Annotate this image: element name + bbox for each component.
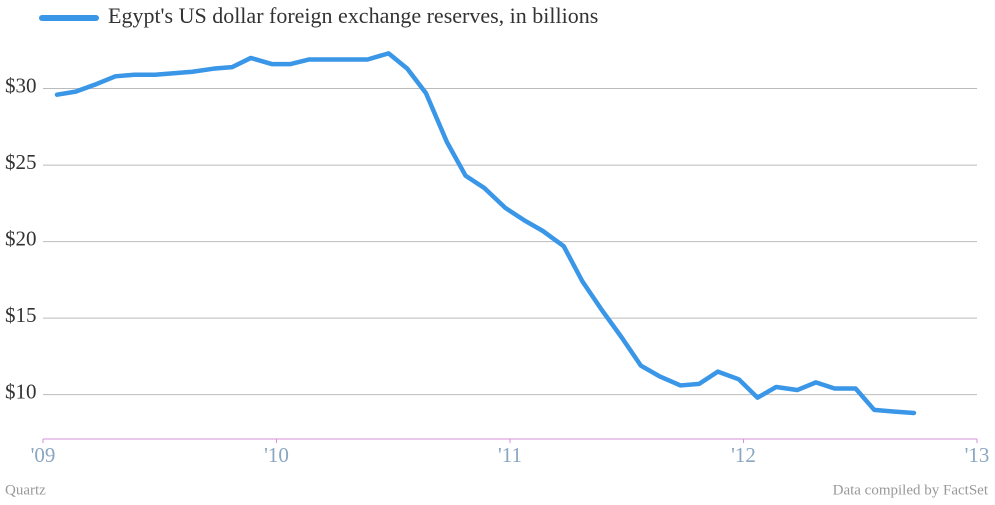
x-tick-label: '10 [264,443,289,467]
credit: Quartz [5,482,46,498]
x-tick-label: '09 [31,443,56,467]
data-line [54,51,917,416]
source: Data compiled by FactSet [833,482,989,498]
y-tick-label: $20 [5,226,37,250]
y-tick-label: $25 [5,150,37,174]
x-tick-label: '12 [731,443,756,467]
legend-label: Egypt's US dollar foreign exchange reser… [108,3,598,28]
x-tick-label: '13 [965,443,990,467]
y-tick-label: $30 [5,73,37,97]
y-tick-label: $15 [5,303,37,327]
x-tick-label: '11 [498,443,522,467]
y-tick-label: $10 [5,379,37,403]
